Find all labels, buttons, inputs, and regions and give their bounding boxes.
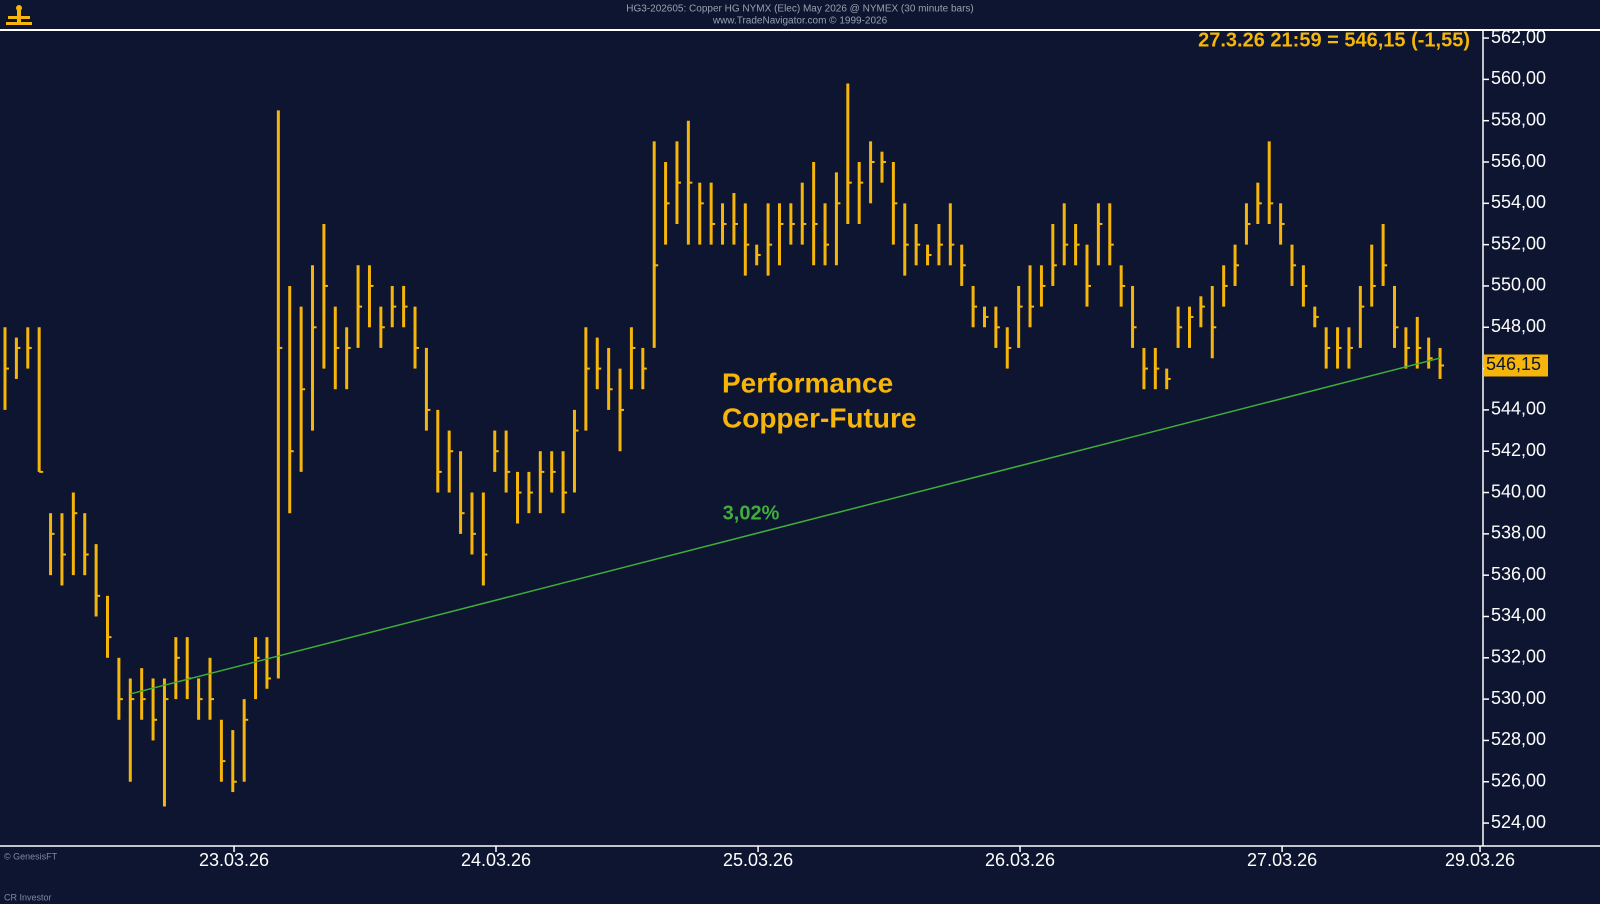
chart-subtitle: www.TradeNavigator.com © 1999-2026 [712, 16, 888, 27]
y-tick-label: 550,00 [1491, 275, 1546, 295]
y-tick-label: 544,00 [1491, 399, 1546, 419]
x-tick-label: 24.03.26 [461, 850, 531, 870]
y-tick-label: 562,00 [1491, 27, 1546, 47]
y-tick-label: 542,00 [1491, 440, 1546, 460]
y-tick-label: 532,00 [1491, 647, 1546, 667]
x-tick-label: 29.03.26 [1445, 850, 1515, 870]
logo [6, 5, 32, 25]
y-tick-label: 554,00 [1491, 192, 1546, 212]
x-tick-label: 26.03.26 [985, 850, 1055, 870]
x-tick-label: 27.03.26 [1247, 850, 1317, 870]
x-tick-label: 25.03.26 [723, 850, 793, 870]
footer: © GenesisFT [4, 851, 58, 861]
y-tick-label: 524,00 [1491, 812, 1546, 832]
annotation: Copper-Future [722, 402, 916, 433]
last-price-box [1484, 354, 1548, 377]
y-tick-label: 536,00 [1491, 564, 1546, 584]
y-tick-label: 558,00 [1491, 109, 1546, 129]
y-tick-label: 548,00 [1491, 316, 1546, 336]
y-tick-label: 560,00 [1491, 68, 1546, 88]
annotation: Performance [722, 367, 893, 398]
y-tick-label: 540,00 [1491, 481, 1546, 501]
chart-title: HG3-202605: Copper HG NYMX (Elec) May 20… [626, 4, 974, 15]
trend-line [130, 357, 1441, 695]
y-tick-label: 538,00 [1491, 523, 1546, 543]
y-tick-label: 530,00 [1491, 688, 1546, 708]
last-price-label: 546,15 [1486, 354, 1541, 374]
y-tick-label: 534,00 [1491, 605, 1546, 625]
x-tick-label: 23.03.26 [199, 850, 269, 870]
trend-label: 3,02% [723, 502, 780, 524]
footer: CR Investor [4, 892, 52, 902]
y-tick-label: 556,00 [1491, 151, 1546, 171]
y-tick-label: 528,00 [1491, 729, 1546, 749]
y-tick-label: 552,00 [1491, 233, 1546, 253]
y-tick-label: 526,00 [1491, 771, 1546, 791]
price-info: 27.3.26 21:59 = 546,15 (-1,55) [1198, 29, 1470, 51]
